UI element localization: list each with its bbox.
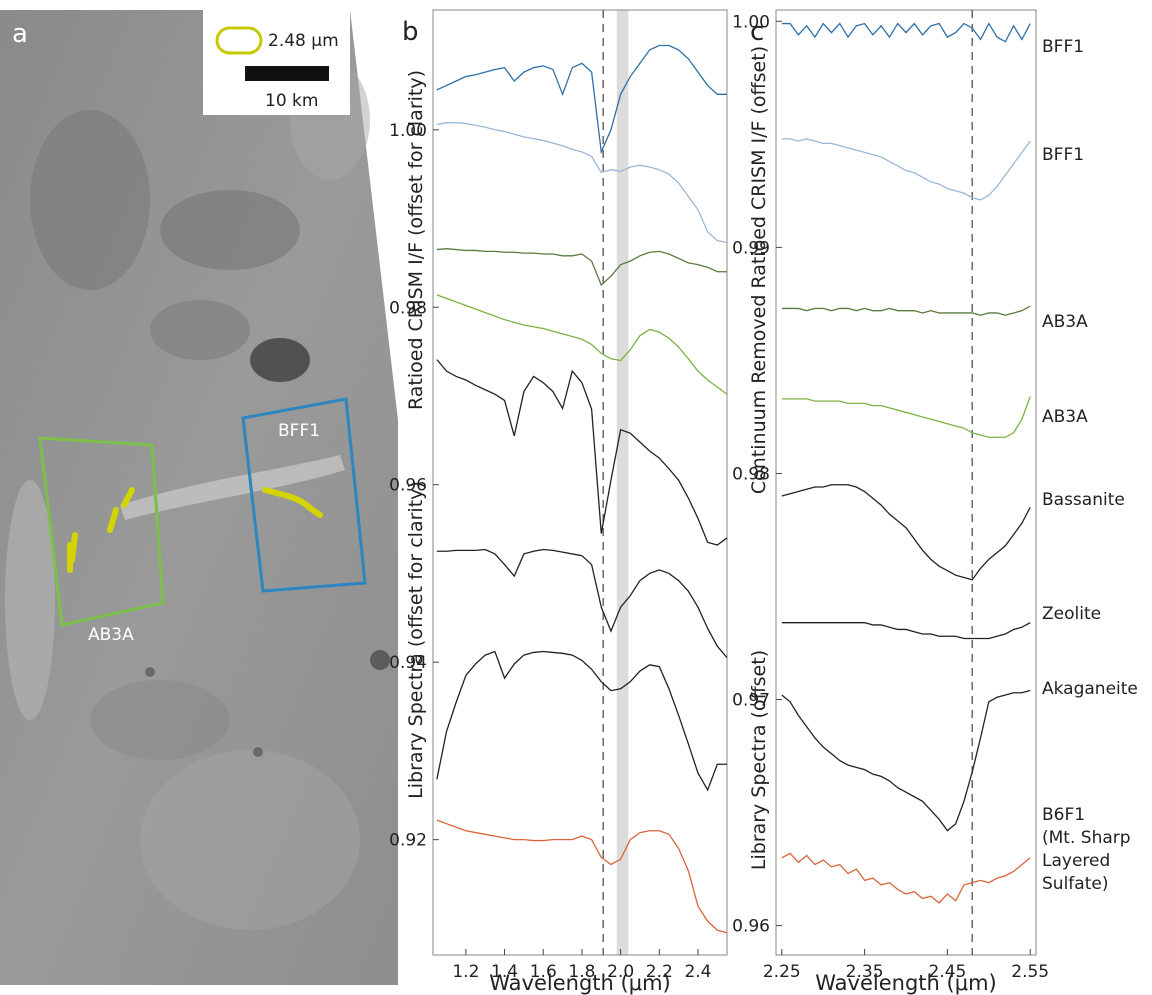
y-tick-label: 0.99	[732, 238, 770, 258]
plot-frame	[776, 10, 1036, 955]
x-tick-label: 2.25	[763, 962, 801, 982]
page: a 2.48 μm 10 km BFF1 AB3A bRatioed CRISM…	[0, 0, 1152, 995]
series-label: B6F1 (Mt. Sharp Layered Sulfate)	[1042, 804, 1152, 896]
series-label: Akaganeite	[1042, 678, 1152, 701]
scale-label: 10 km	[265, 91, 318, 111]
panel-letter: b	[402, 17, 419, 47]
x-tick-label: 1.4	[491, 962, 518, 982]
spectrum-line	[437, 295, 727, 394]
spectrum-line	[782, 139, 1030, 200]
legend-label: 2.48 μm	[268, 31, 339, 51]
series-label-box: Akaganeite	[1042, 678, 1152, 778]
y-axis-label: Library Spectra (offset for clarity)	[405, 481, 427, 799]
map-image	[0, 10, 398, 985]
spectrum-line	[437, 249, 727, 285]
y-tick-label: 0.97	[732, 691, 770, 711]
spectrum-line	[437, 652, 727, 790]
series-label-box: B6F1 (Mt. Sharp Layered Sulfate)	[1042, 804, 1152, 904]
spectrum-line	[437, 123, 727, 243]
y-tick-label: 0.96	[732, 917, 770, 937]
series-label: AB3A	[1042, 311, 1152, 334]
spectrum-line	[782, 485, 1030, 580]
spectrum-line	[782, 853, 1030, 903]
spectrum-line	[437, 820, 727, 933]
y-tick-label: 0.94	[389, 653, 427, 673]
y-tick-label: 0.98	[389, 298, 427, 318]
series-label-box: AB3A	[1042, 311, 1152, 411]
spectrum-line	[782, 24, 1030, 42]
y-tick-label: 0.92	[389, 831, 427, 851]
x-tick-label: 1.8	[568, 962, 595, 982]
series-label: AB3A	[1042, 406, 1152, 429]
x-tick-label: 1.2	[452, 962, 479, 982]
y-tick-label: 0.98	[732, 464, 770, 484]
figure: a 2.48 μm 10 km BFF1 AB3A bRatioed CRISM…	[0, 0, 1152, 995]
spectrum-line	[782, 397, 1030, 438]
y-tick-label: 1.00	[389, 121, 427, 141]
y-tick-label: 0.96	[389, 476, 427, 496]
x-tick-label: 1.6	[530, 962, 557, 982]
series-label-box: BFF1	[1042, 36, 1152, 136]
scale-bar	[245, 66, 329, 81]
series-label: Bassanite	[1042, 489, 1152, 512]
x-tick-label: 2.45	[928, 962, 966, 982]
spectrum-line	[782, 306, 1030, 315]
x-axis-label: Wavelength (μm)	[815, 971, 996, 995]
spectrum-line	[782, 690, 1030, 830]
spectrum-line	[437, 360, 727, 545]
y-axis-label: Continuum Removed Ratioed CRISM I/F (off…	[748, 46, 770, 494]
y-axis-label: Library Spectra (offset)	[748, 650, 770, 870]
region-label: BFF1	[278, 421, 320, 441]
x-tick-label: 2.2	[646, 962, 673, 982]
y-tick-label: 1.00	[732, 12, 770, 32]
x-tick-label: 2.4	[684, 962, 711, 982]
series-label-box: Bassanite	[1042, 489, 1152, 589]
region-label: AB3A	[88, 625, 134, 645]
spectrum-line	[437, 45, 727, 151]
x-tick-label: 2.55	[1011, 962, 1049, 982]
spectrum-line	[782, 623, 1030, 639]
x-tick-label: 2.35	[846, 962, 884, 982]
series-label: BFF1	[1042, 144, 1152, 167]
series-label: BFF1	[1042, 36, 1152, 59]
panel-letter: a	[12, 19, 28, 49]
x-tick-label: 2.0	[607, 962, 634, 982]
series-label: Zeolite	[1042, 603, 1152, 626]
series-label-box: BFF1	[1042, 144, 1152, 244]
highlight-band	[617, 10, 629, 955]
spectrum-line	[437, 549, 727, 657]
